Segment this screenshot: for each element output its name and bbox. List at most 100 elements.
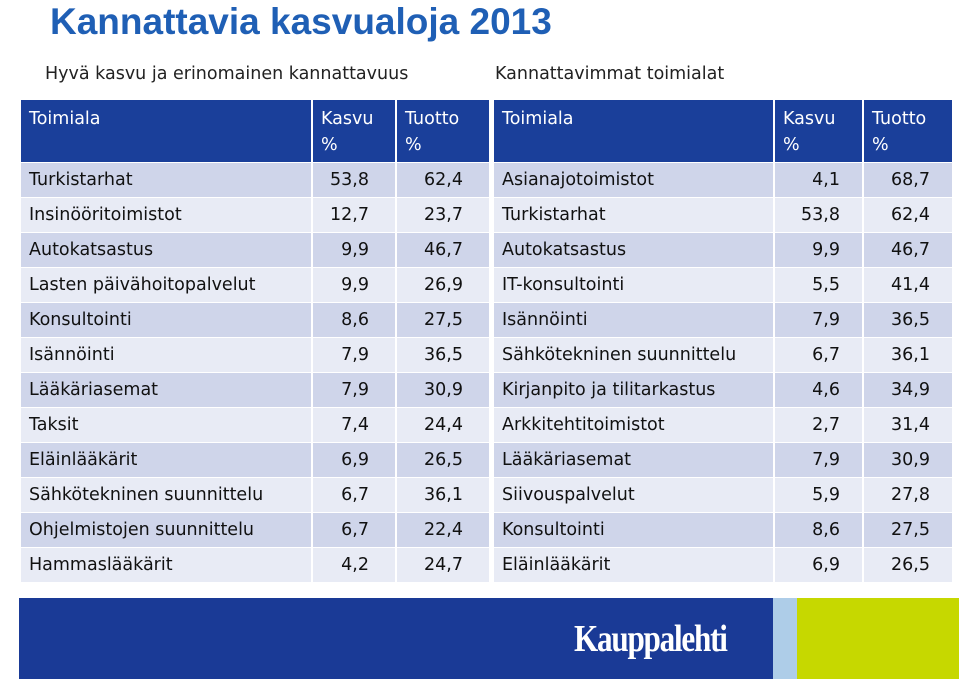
industry-cell: Isännöinti — [494, 301, 775, 337]
return-cell: 36,1 — [396, 476, 489, 512]
table-row: Taksit 7,4 24,4 — [21, 406, 489, 442]
kauppalehti-logo: Kauppalehti — [574, 618, 728, 660]
return-cell: 62,4 — [863, 196, 952, 232]
industry-cell: Kirjanpito ja tilitarkastus — [494, 371, 775, 407]
return-cell: 30,9 — [396, 371, 489, 407]
growth-cell: 12,7 — [312, 196, 397, 232]
header-tuotto: Tuotto % — [396, 100, 489, 162]
industry-cell: Lääkäriasemat — [21, 371, 313, 407]
return-cell: 62,4 — [396, 161, 489, 197]
return-cell: 26,5 — [863, 546, 952, 582]
table-row: Sähkötekninen suunnittelu 6,7 36,1 — [21, 476, 489, 512]
table-row: Asianajotoimistot 4,1 68,7 — [494, 161, 952, 197]
return-cell: 68,7 — [863, 161, 952, 197]
return-cell: 36,5 — [863, 301, 952, 337]
return-cell: 30,9 — [863, 441, 952, 477]
growth-cell: 9,9 — [312, 266, 397, 302]
industry-cell: Hammaslääkärit — [21, 546, 313, 582]
industry-cell: Arkkitehtitoimistot — [494, 406, 775, 442]
growth-table: Toimiala Kasvu % Tuotto % Turkistarhat 53… — [21, 100, 489, 582]
industry-cell: Isännöinti — [21, 336, 313, 372]
growth-cell: 6,7 — [774, 336, 864, 372]
table-row: Isännöinti 7,9 36,5 — [21, 336, 489, 372]
header-toimiala: Toimiala — [21, 100, 313, 162]
footer-green-block — [797, 598, 959, 679]
industry-cell: Asianajotoimistot — [494, 161, 775, 197]
growth-cell: 6,9 — [312, 441, 397, 477]
return-cell: 27,5 — [396, 301, 489, 337]
table-row: Sähkötekninen suunnittelu 6,7 36,1 — [494, 336, 952, 372]
table-row: Siivouspalvelut 5,9 27,8 — [494, 476, 952, 512]
table-row: Isännöinti 7,9 36,5 — [494, 301, 952, 337]
right-table-subtitle: Kannattavimmat toimialat — [495, 64, 725, 84]
industry-cell: Taksit — [21, 406, 313, 442]
table-header-row: Toimiala Kasvu % Tuotto % — [494, 100, 952, 162]
table-row: IT-konsultointi 5,5 41,4 — [494, 266, 952, 302]
table-row: Turkistarhat 53,8 62,4 — [494, 196, 952, 232]
table-row: Lääkäriasemat 7,9 30,9 — [21, 371, 489, 407]
growth-cell: 6,7 — [312, 511, 397, 547]
growth-cell: 9,9 — [312, 231, 397, 267]
table-row: Turkistarhat 53,8 62,4 — [21, 161, 489, 197]
table-row: Konsultointi 8,6 27,5 — [21, 301, 489, 337]
growth-cell: 6,7 — [312, 476, 397, 512]
growth-cell: 7,9 — [312, 336, 397, 372]
growth-cell: 5,5 — [774, 266, 864, 302]
table-row: Ohjelmistojen suunnittelu 6,7 22,4 — [21, 511, 489, 547]
return-cell: 46,7 — [396, 231, 489, 267]
table-row: Insinööritoimistot 12,7 23,7 — [21, 196, 489, 232]
industry-cell: Autokatsastus — [21, 231, 313, 267]
table-header-row: Toimiala Kasvu % Tuotto % — [21, 100, 489, 162]
table-row: Lääkäriasemat 7,9 30,9 — [494, 441, 952, 477]
growth-cell: 7,4 — [312, 406, 397, 442]
industry-cell: Sähkötekninen suunnittelu — [21, 476, 313, 512]
profitability-table: Toimiala Kasvu % Tuotto % Asianajotoimis… — [494, 100, 952, 582]
growth-cell: 8,6 — [312, 301, 397, 337]
industry-cell: Sähkötekninen suunnittelu — [494, 336, 775, 372]
return-cell: 34,9 — [863, 371, 952, 407]
return-cell: 36,1 — [863, 336, 952, 372]
industry-cell: IT-konsultointi — [494, 266, 775, 302]
growth-cell: 4,6 — [774, 371, 864, 407]
industry-cell: Autokatsastus — [494, 231, 775, 267]
return-cell: 27,8 — [863, 476, 952, 512]
return-cell: 26,9 — [396, 266, 489, 302]
table-row: Eläinlääkärit 6,9 26,5 — [494, 546, 952, 582]
industry-cell: Siivouspalvelut — [494, 476, 775, 512]
return-cell: 41,4 — [863, 266, 952, 302]
growth-cell: 53,8 — [774, 196, 864, 232]
industry-cell: Turkistarhat — [21, 161, 313, 197]
industry-cell: Konsultointi — [21, 301, 313, 337]
growth-cell: 7,9 — [312, 371, 397, 407]
header-kasvu: Kasvu % — [312, 100, 397, 162]
growth-cell: 7,9 — [774, 441, 864, 477]
return-cell: 26,5 — [396, 441, 489, 477]
header-tuotto: Tuotto % — [863, 100, 952, 162]
table-row: Konsultointi 8,6 27,5 — [494, 511, 952, 547]
return-cell: 46,7 — [863, 231, 952, 267]
table-row: Autokatsastus 9,9 46,7 — [21, 231, 489, 267]
growth-cell: 4,1 — [774, 161, 864, 197]
growth-cell: 9,9 — [774, 231, 864, 267]
left-table-subtitle: Hyvä kasvu ja erinomainen kannattavuus — [45, 64, 409, 84]
industry-cell: Turkistarhat — [494, 196, 775, 232]
growth-cell: 5,9 — [774, 476, 864, 512]
table-row: Kirjanpito ja tilitarkastus 4,6 34,9 — [494, 371, 952, 407]
return-cell: 22,4 — [396, 511, 489, 547]
header-kasvu: Kasvu % — [774, 100, 864, 162]
return-cell: 24,7 — [396, 546, 489, 582]
table-row: Lasten päivähoitopalvelut 9,9 26,9 — [21, 266, 489, 302]
growth-cell: 53,8 — [312, 161, 397, 197]
footer-stripe — [773, 598, 797, 679]
return-cell: 31,4 — [863, 406, 952, 442]
return-cell: 23,7 — [396, 196, 489, 232]
growth-cell: 4,2 — [312, 546, 397, 582]
industry-cell: Insinööritoimistot — [21, 196, 313, 232]
industry-cell: Konsultointi — [494, 511, 775, 547]
industry-cell: Eläinlääkärit — [21, 441, 313, 477]
growth-cell: 7,9 — [774, 301, 864, 337]
table-row: Eläinlääkärit 6,9 26,5 — [21, 441, 489, 477]
industry-cell: Eläinlääkärit — [494, 546, 775, 582]
table-row: Hammaslääkärit 4,2 24,7 — [21, 546, 489, 582]
growth-cell: 6,9 — [774, 546, 864, 582]
